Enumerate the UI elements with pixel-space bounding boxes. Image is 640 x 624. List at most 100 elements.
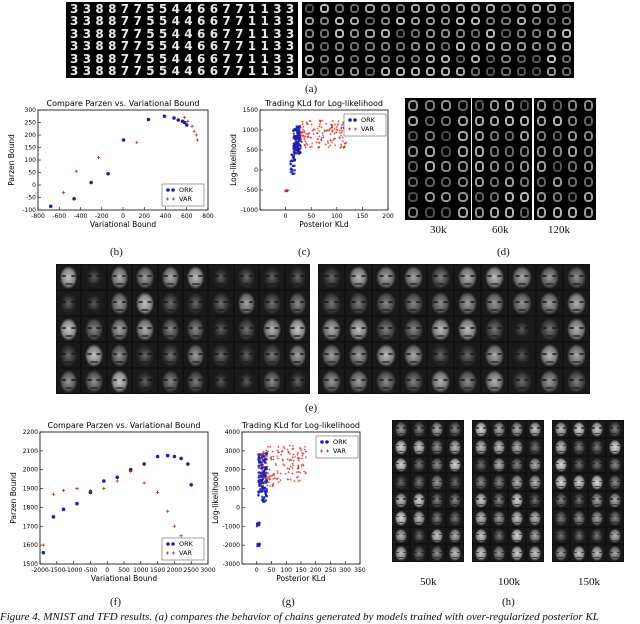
data-point-var	[298, 479, 302, 482]
data-point-var	[335, 131, 338, 134]
data-point-var	[320, 126, 323, 129]
face-eye	[482, 480, 486, 482]
data-point-ork	[88, 490, 93, 495]
face-mouth	[140, 387, 149, 389]
data-point-var	[313, 128, 316, 131]
mnist-digit: 4	[184, 26, 193, 41]
face-cell	[233, 368, 260, 394]
face-eye	[514, 300, 520, 303]
mnist-digit: 6	[209, 26, 219, 41]
face-mouth	[463, 335, 472, 337]
sample-cell	[537, 146, 547, 157]
face-mouth	[408, 283, 418, 285]
data-point-var	[300, 449, 303, 452]
face-mouth	[478, 504, 484, 505]
sample-cell	[457, 191, 468, 203]
data-point-ork	[121, 138, 126, 142]
data-point-ork	[265, 471, 268, 475]
data-point-ork	[51, 515, 56, 519]
face-eye	[248, 274, 254, 277]
face-eye	[351, 352, 357, 355]
face-mouth	[612, 468, 618, 470]
x-tick-label: 0	[255, 567, 259, 574]
face-eye	[414, 480, 418, 482]
sample-cell	[456, 54, 466, 64]
face-mouth	[496, 504, 502, 505]
face-cell	[426, 342, 454, 368]
face-eye	[61, 274, 67, 277]
data-point-var	[301, 463, 304, 466]
mnist-digit: 4	[184, 39, 193, 54]
face-eye	[556, 445, 560, 447]
d-tick-60k: 60k	[492, 224, 509, 236]
face-mouth	[532, 504, 538, 505]
legend-marker-ork	[171, 542, 175, 546]
face-mouth	[612, 433, 618, 434]
sample-cell	[365, 67, 375, 77]
data-point-var	[266, 484, 269, 487]
mnist-digit: 7	[133, 39, 142, 54]
sample-cell	[350, 16, 360, 26]
face-mouth	[594, 486, 600, 488]
x-tick-label: 100	[281, 567, 293, 574]
data-point-var	[299, 447, 302, 450]
data-point-ork	[255, 525, 259, 528]
face-mouth	[463, 387, 472, 389]
y-tick-label: -3000	[223, 561, 241, 568]
data-point-var	[286, 478, 290, 481]
face-eye	[610, 427, 614, 429]
face-eye	[396, 427, 400, 429]
data-point-ork	[293, 143, 296, 146]
face-mouth	[496, 539, 502, 541]
data-point-var	[318, 123, 322, 126]
legend-label-ork: ORK	[361, 116, 376, 124]
y-tick-label: -2000	[223, 542, 241, 549]
face-cell	[399, 368, 427, 394]
data-point-ork	[293, 169, 296, 172]
sample-cell	[424, 146, 435, 157]
face-cell	[446, 420, 464, 438]
face-eye	[497, 378, 503, 381]
face-eye	[530, 516, 534, 518]
face-eye	[580, 427, 584, 429]
legend-label-ork: ORK	[179, 540, 194, 548]
face-mouth	[64, 283, 73, 285]
data-point-var	[318, 125, 321, 128]
data-point-var	[317, 146, 320, 149]
sample-cell	[537, 115, 547, 127]
face-mouth	[434, 539, 440, 541]
face-mouth	[140, 335, 149, 337]
face-eye	[556, 551, 560, 553]
face-mouth	[490, 283, 500, 285]
face-eye	[96, 378, 101, 381]
data-point-ork	[264, 474, 268, 477]
sample-cell	[471, 3, 481, 13]
data-point-var	[322, 136, 325, 139]
data-point-ork	[261, 497, 264, 501]
y-tick-label: 2000	[23, 467, 38, 474]
face-cell	[372, 290, 400, 316]
mnist-digit: 8	[108, 64, 117, 78]
face-eye	[482, 427, 486, 429]
sample-cell	[501, 54, 511, 64]
face-eye	[524, 300, 530, 303]
face-mouth	[514, 504, 520, 505]
sample-cell	[320, 41, 330, 51]
face-mouth	[64, 309, 73, 311]
mnist-digit: 4	[171, 14, 180, 29]
sample-cell	[486, 67, 496, 77]
data-point-var	[299, 471, 302, 474]
x-tick-label: 2000	[167, 567, 182, 574]
data-point-var	[300, 145, 303, 148]
mnist-digit: 7	[120, 14, 130, 29]
face-mouth	[398, 486, 404, 488]
face-eye	[248, 300, 254, 303]
face-eye	[524, 274, 530, 277]
mnist-digit: 8	[108, 51, 117, 66]
face-cell	[233, 316, 260, 342]
face-cell	[588, 473, 606, 491]
face-cell	[490, 508, 508, 527]
face-cell	[81, 368, 107, 394]
sample-cell	[424, 100, 435, 111]
